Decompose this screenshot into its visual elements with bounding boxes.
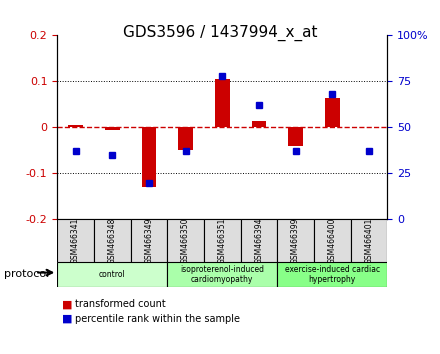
Bar [68, 125, 83, 127]
Text: isoproterenol-induced
cardiomyopathy: isoproterenol-induced cardiomyopathy [180, 265, 264, 284]
Bar [325, 97, 340, 127]
FancyBboxPatch shape [167, 262, 277, 287]
Bar [178, 127, 193, 150]
FancyBboxPatch shape [131, 219, 167, 262]
FancyBboxPatch shape [57, 262, 167, 287]
FancyBboxPatch shape [241, 219, 277, 262]
Text: exercise-induced cardiac
hypertrophy: exercise-induced cardiac hypertrophy [285, 265, 380, 284]
Bar [288, 127, 303, 146]
FancyBboxPatch shape [57, 219, 94, 262]
Text: ■: ■ [62, 299, 72, 309]
FancyBboxPatch shape [204, 219, 241, 262]
Text: GDS3596 / 1437994_x_at: GDS3596 / 1437994_x_at [123, 25, 317, 41]
Text: GSM466349: GSM466349 [144, 217, 154, 264]
Bar [105, 127, 120, 130]
Text: percentile rank within the sample: percentile rank within the sample [75, 314, 240, 324]
Text: transformed count: transformed count [75, 299, 165, 309]
Text: GSM466399: GSM466399 [291, 217, 300, 264]
Bar [215, 79, 230, 127]
FancyBboxPatch shape [351, 219, 387, 262]
Bar [142, 127, 156, 187]
FancyBboxPatch shape [277, 219, 314, 262]
Text: GSM466394: GSM466394 [254, 217, 264, 264]
Text: GSM466350: GSM466350 [181, 217, 190, 264]
Text: control: control [99, 270, 125, 279]
Text: protocol: protocol [4, 269, 50, 279]
Bar [252, 120, 266, 127]
Text: GSM466348: GSM466348 [108, 217, 117, 264]
FancyBboxPatch shape [167, 219, 204, 262]
Text: GSM466401: GSM466401 [364, 217, 374, 264]
Text: ■: ■ [62, 314, 72, 324]
FancyBboxPatch shape [94, 219, 131, 262]
Text: GSM466341: GSM466341 [71, 217, 80, 264]
Text: GSM466400: GSM466400 [328, 217, 337, 264]
FancyBboxPatch shape [314, 219, 351, 262]
Text: GSM466351: GSM466351 [218, 217, 227, 264]
FancyBboxPatch shape [277, 262, 387, 287]
